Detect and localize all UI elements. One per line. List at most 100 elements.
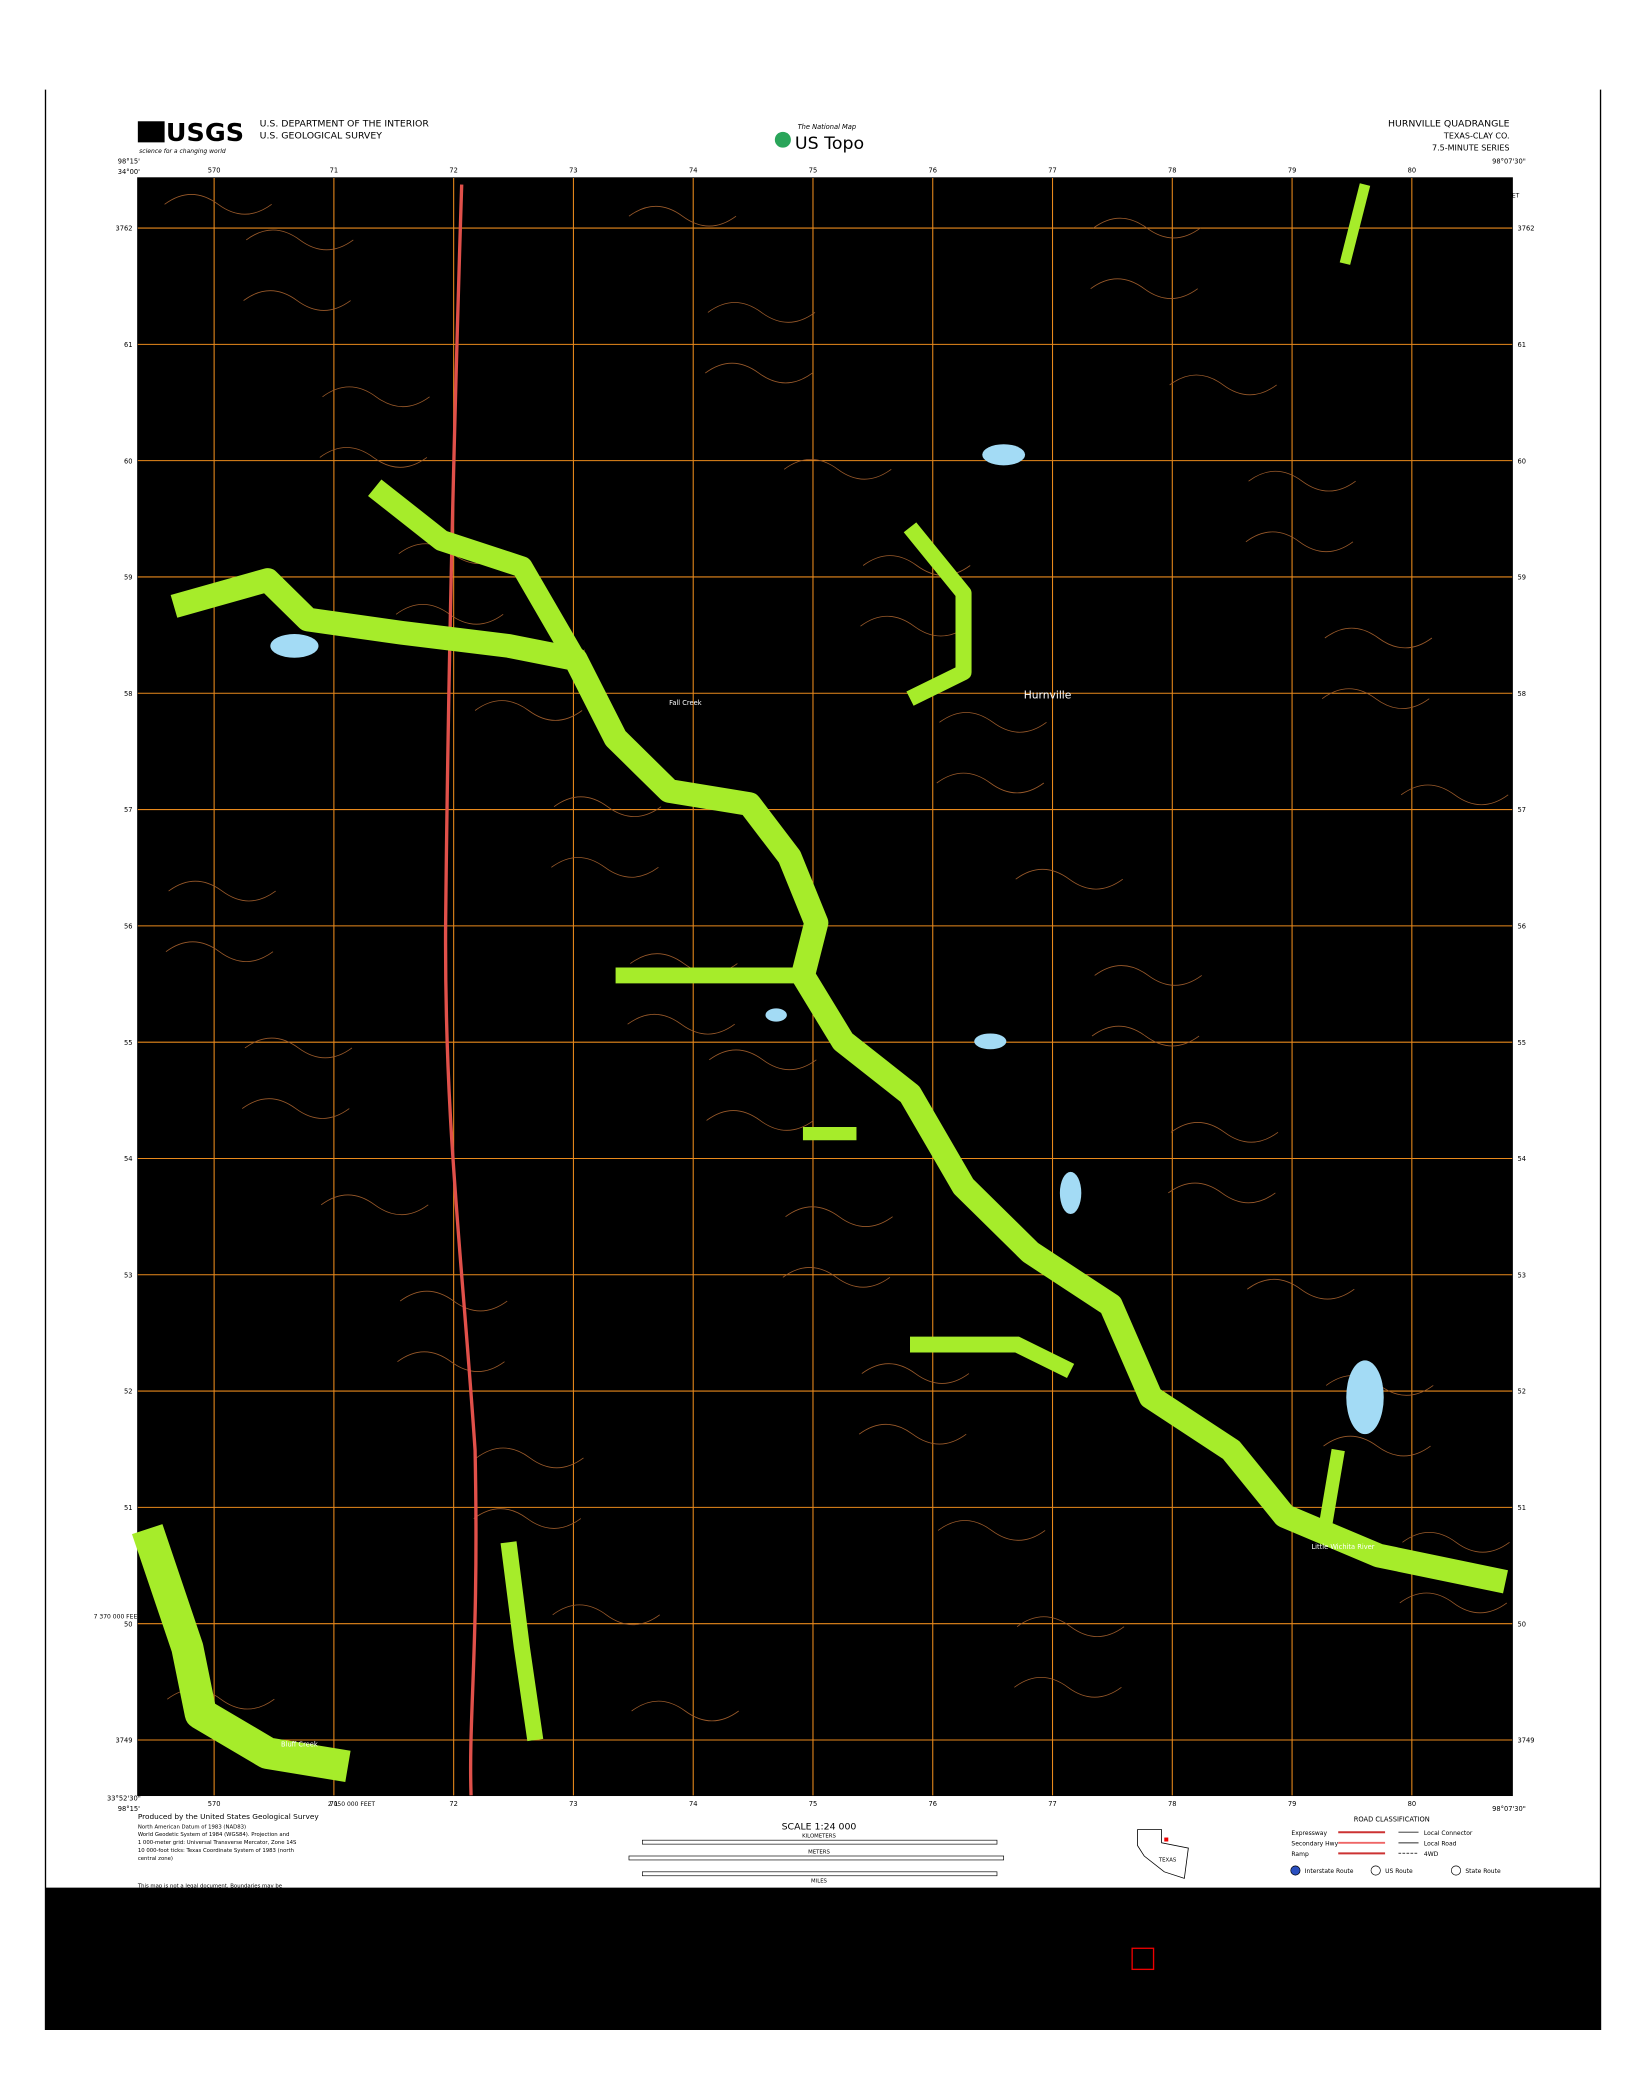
datum-note: North American Datum of 1983 (NAD83) [138,1824,246,1830]
northing-label: 54 [124,1155,133,1163]
contour [1090,278,1198,299]
northing-label: 55 [124,1039,133,1047]
road-legend-item: Expressway [1291,1830,1327,1837]
contour [1400,784,1509,806]
northing-label: 61 [124,341,133,349]
product-kicker: The National Map [798,123,857,131]
lake [974,1033,1007,1050]
easting-label: 79 [1288,167,1297,175]
red-box [1131,1947,1155,1971]
floodplain [1318,1448,1345,1531]
contour [1246,1278,1355,1300]
northing-label: 50 [1518,1620,1527,1628]
easting-label: 75 [809,1800,818,1808]
easting-label: 73 [569,167,578,175]
contour [165,941,274,963]
contour [1015,868,1124,890]
northing-label: 56 [124,923,133,931]
route-legend-item: State Route [1465,1868,1501,1875]
northing-label: 53 [1518,1271,1527,1279]
quad-name: HURNVILLE QUADRANGLE [1388,119,1510,130]
header: USGS science for a changing world U.S. D… [137,118,1510,155]
northing-label: 59 [1518,574,1527,582]
highway [443,184,478,1796]
corner-labels: 98°15' 34°00' 98°07'30" 33°52'30" 98°15'… [94,158,1526,1814]
route-legend-item: Interstate Route [1305,1868,1354,1875]
contour [243,290,351,311]
northing-label: 60 [1518,457,1527,465]
contour [474,700,583,721]
easting-label: 71 [330,1800,339,1808]
contour [322,386,430,408]
northing-label: 50 [124,1620,133,1628]
contour [553,796,662,818]
contour [858,1423,967,1445]
easting-label: 79 [1288,1800,1297,1808]
northing-label: 59 [124,574,133,582]
grid-note: 7 410 000 FEET [1472,193,1520,200]
place-labels: Hurnville Fall Creek Little Wichita Rive… [281,689,1375,1749]
contour [397,1351,505,1372]
contour [552,1604,660,1626]
northing-label: 61 [1518,341,1527,349]
contour [709,1049,817,1071]
contour [476,1447,584,1469]
easting-label: 71 [330,167,339,175]
contour [783,458,892,480]
footer: Produced by the United States Geological… [137,1812,1501,1889]
contour [1016,1616,1125,1637]
corner-label: 98°15' [118,158,140,166]
contour [1170,1122,1279,1143]
contour [1169,374,1277,396]
lake [765,1008,787,1022]
contour [628,205,737,227]
northing-label: 54 [1518,1155,1527,1163]
contour [706,1110,814,1131]
floodplain [368,479,585,665]
route-legend-item: US Route [1385,1868,1413,1875]
northing-label: 57 [1518,806,1527,814]
contour [1323,1435,1431,1457]
contour [785,1206,893,1227]
contour [1245,531,1354,553]
scale-bar [642,1871,998,1877]
road-legend-item: Ramp [1291,1851,1309,1858]
road-legend-item: Local Connector [1424,1830,1473,1837]
corner-label: 34°00' [118,168,140,176]
road-legend-item: Secondary Hwy [1291,1840,1338,1847]
series: 7.5-MINUTE SERIES [1432,143,1510,152]
county: TEXAS-CLAY CO. [1443,131,1510,140]
contour [861,1363,970,1384]
lake [1059,1171,1082,1215]
route-shield [1290,1865,1301,1876]
corner-label: 98°07'30" [1492,158,1526,166]
easting-label: 74 [689,167,698,175]
state-outline [1137,1829,1189,1879]
contour [627,1013,735,1035]
contour [1321,688,1430,709]
producer: Produced by the United States Geological… [138,1812,320,1821]
floodplain [500,1541,544,1742]
northing-label: 56 [1518,923,1527,931]
contour [1168,1182,1276,1204]
map-frame [137,177,1513,1797]
contour [241,1098,350,1119]
northing-label: 3762 [115,225,132,233]
floodplain [1339,183,1371,265]
easting-label: 72 [449,1800,458,1808]
topo-logo-icon [774,131,791,148]
lake [270,634,319,658]
easting-label: 570 [208,167,221,175]
corner-label: 98°15' [118,1805,140,1813]
northing-label: 51 [1518,1504,1527,1512]
scale-bar [628,1855,1005,1861]
contour [1014,1676,1122,1698]
contour [1402,1531,1510,1553]
contour [707,302,816,323]
datum-note: 10 000-foot ticks: Texas Coordinate Syst… [138,1848,294,1854]
northing-label: 60 [124,457,133,465]
contour [473,1508,582,1529]
easting-label: 80 [1408,167,1417,175]
floodplain [131,1524,351,1782]
contour [782,1267,891,1288]
